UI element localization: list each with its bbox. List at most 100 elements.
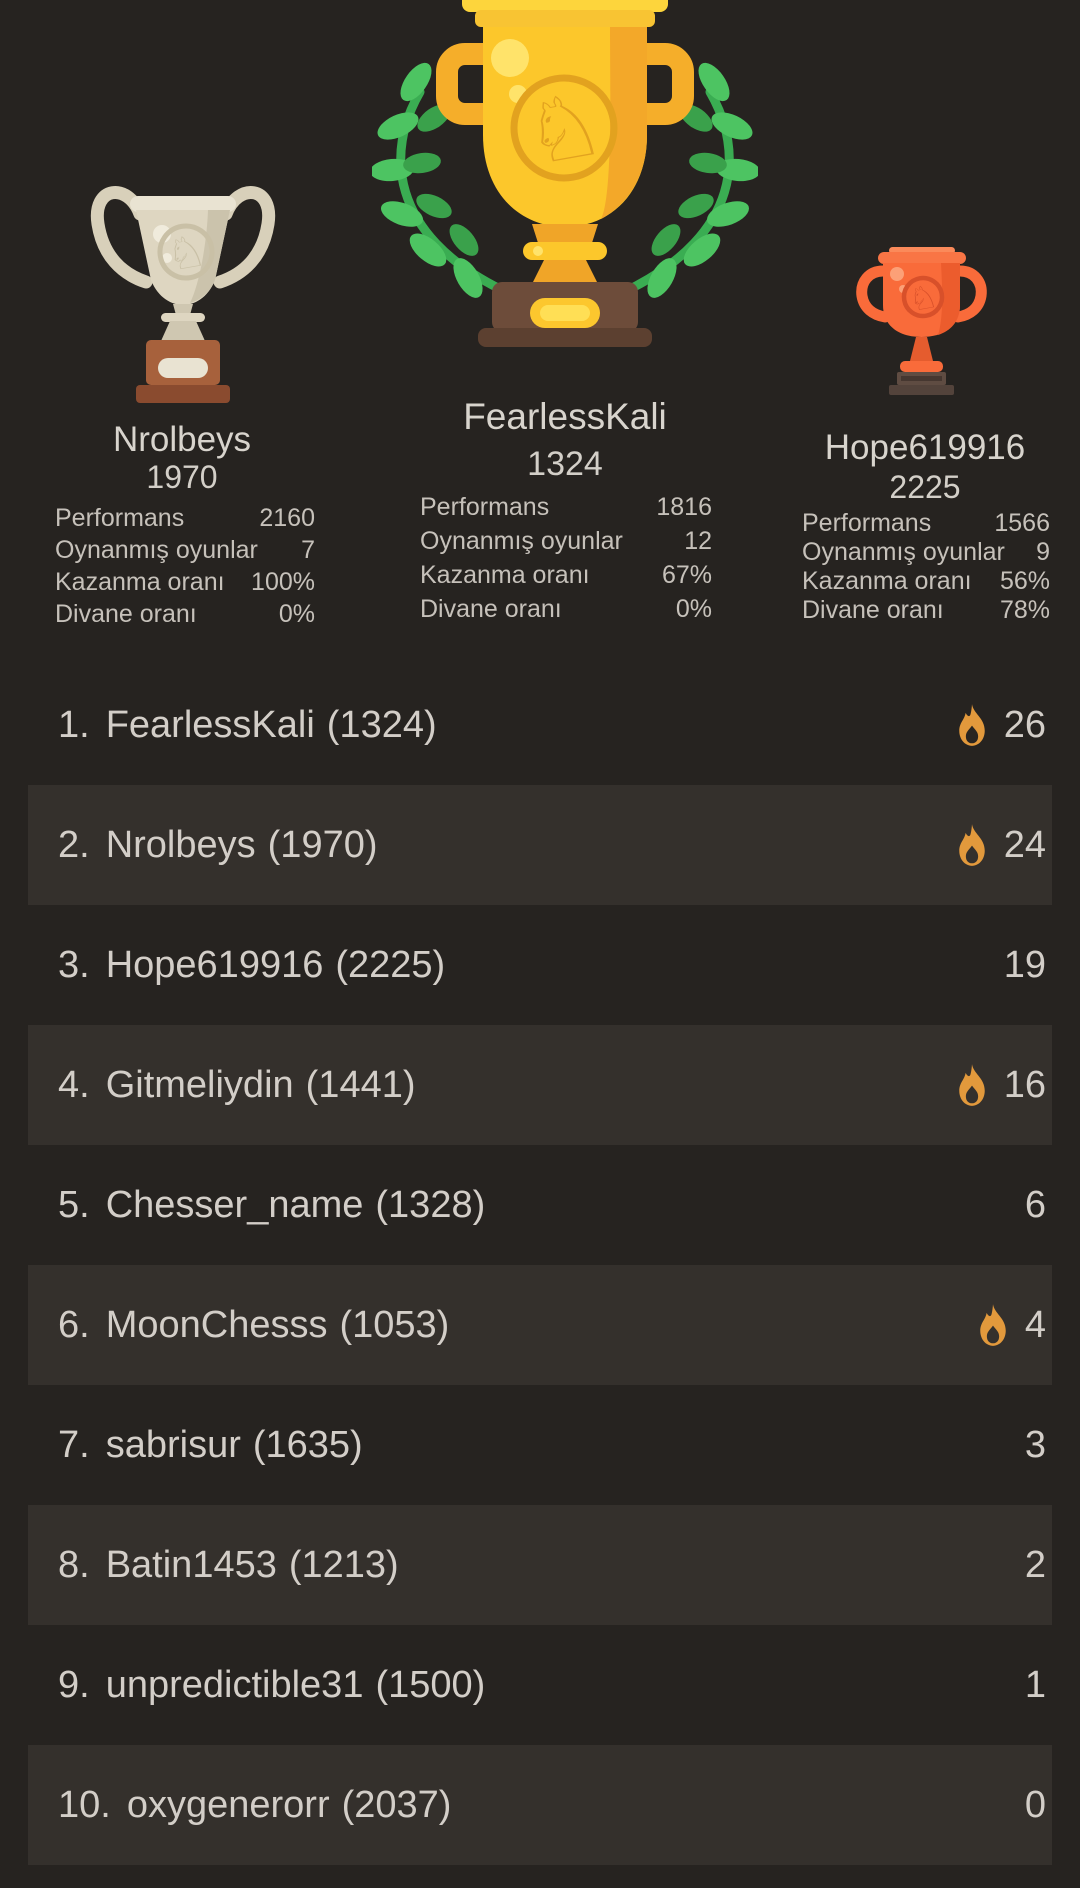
svg-text:♘: ♘: [906, 277, 941, 319]
player-name: Batin1453: [105, 1543, 277, 1586]
score-group: 2: [1025, 1544, 1046, 1587]
player-name: Hope619916: [105, 943, 324, 986]
score-group: 6: [1025, 1184, 1046, 1227]
podium-third-player-rating: 2225: [889, 469, 961, 505]
stat-label: Performans: [420, 493, 550, 521]
leaderboard-row-10[interactable]: 10. oxygenerorr (2037) 0: [28, 1745, 1052, 1865]
leaderboard-row-1[interactable]: 1. FearlessKali (1324) 26: [28, 665, 1052, 785]
player-score: 6: [1024, 1183, 1046, 1226]
stat-label: Divane oranı: [802, 596, 944, 624]
podium-first-stats: Performans 1816 Oynanmış oyunlar 12 Kaza…: [420, 490, 712, 626]
score-group: 19: [1004, 944, 1046, 987]
stat-label: Performans: [802, 509, 932, 537]
score-group: 16: [954, 1063, 1046, 1107]
bronze-trophy-icon: ♘: [856, 247, 987, 395]
player-name: Gitmeliydin: [105, 1063, 294, 1106]
player-rating: (1328): [375, 1183, 486, 1226]
podium-first-player-name[interactable]: FearlessKali: [463, 396, 667, 437]
svg-text:♘: ♘: [516, 71, 612, 186]
score-group: 0: [1025, 1784, 1046, 1827]
score-group: 24: [954, 823, 1046, 867]
stat-performance: Performans 1566: [802, 509, 1050, 538]
player-rank: 4.: [58, 1063, 90, 1106]
knight-emblem: ♘: [157, 223, 215, 282]
player-score: 2: [1024, 1543, 1046, 1586]
silver-trophy-icon: ♘: [90, 186, 276, 403]
player-score: 19: [1003, 943, 1046, 986]
svg-text:♘: ♘: [162, 225, 210, 282]
podium-second-player-name[interactable]: Nrolbeys: [112, 420, 252, 459]
knight-emblem: ♘: [510, 71, 618, 186]
stat-value: 9: [1036, 538, 1050, 566]
stat-value: 12: [684, 527, 712, 555]
player-rank: 5.: [58, 1183, 90, 1226]
knight-emblem: ♘: [901, 275, 945, 319]
player-rank: 6.: [58, 1303, 90, 1346]
podium-first-player-rating: 1324: [527, 445, 603, 483]
stat-berserk-rate: Divane oranı 0%: [55, 598, 315, 630]
stat-label: Divane oranı: [55, 600, 197, 628]
stat-value: 78%: [999, 596, 1050, 624]
stat-value: 56%: [999, 567, 1050, 595]
stat-label: Kazanma oranı: [802, 567, 972, 595]
leaderboard-row-2[interactable]: 2. Nrolbeys (1970) 24: [28, 785, 1052, 905]
stat-value: 1816: [656, 493, 712, 521]
leaderboard-row-9[interactable]: 9. unpredictible31 (1500) 1: [28, 1625, 1052, 1745]
player-name: sabrisur: [105, 1423, 241, 1466]
player-rating: (1213): [288, 1543, 399, 1586]
leaderboard-row-7[interactable]: 7. sabrisur (1635) 3: [28, 1385, 1052, 1505]
podium-second-player-rating: 1970: [146, 459, 218, 495]
laurel-branch-right: [625, 62, 758, 298]
player-score: 0: [1024, 1783, 1046, 1826]
stat-value: 100%: [251, 568, 315, 596]
leaderboard-row-3[interactable]: 3. Hope619916 (2225) 19: [28, 905, 1052, 1025]
stat-value: 1566: [994, 509, 1050, 537]
player-rating: (2225): [335, 943, 446, 986]
leaderboard-row-5[interactable]: 5. Chesser_name (1328) 6: [28, 1145, 1052, 1265]
player-score: 3: [1024, 1423, 1046, 1466]
podium-third-player-name[interactable]: Hope619916: [824, 428, 1026, 467]
player-name: MoonChesss: [105, 1303, 328, 1346]
player-score: 16: [1003, 1063, 1046, 1106]
score-group: 4: [975, 1303, 1046, 1347]
score-group: 26: [954, 703, 1046, 747]
player-rank: 9.: [58, 1663, 90, 1706]
player-name: FearlessKali: [105, 703, 315, 746]
player-rank: 1.: [58, 703, 90, 746]
stat-value: 2160: [259, 504, 315, 532]
podium-third-stats: Performans 1566 Oynanmış oyunlar 9 Kazan…: [802, 509, 1050, 625]
score-group: 3: [1025, 1424, 1046, 1467]
player-name: Nrolbeys: [105, 823, 256, 866]
leaderboard-row-4[interactable]: 4. Gitmeliydin (1441) 16: [28, 1025, 1052, 1145]
player-rating: (2037): [341, 1783, 452, 1826]
stat-value: 7: [301, 536, 315, 564]
player-score: 1: [1024, 1663, 1046, 1706]
streak-fire-icon: [958, 1064, 985, 1106]
stat-label: Kazanma oranı: [55, 568, 225, 596]
stat-games-played: Oynanmış oyunlar 7: [55, 534, 315, 566]
podium-second-stats: Performans 2160 Oynanmış oyunlar 7 Kazan…: [55, 502, 315, 630]
streak-fire-icon: [958, 824, 985, 866]
player-rank: 2.: [58, 823, 90, 866]
stat-label: Oynanmış oyunlar: [55, 536, 258, 564]
stat-performance: Performans 2160: [55, 502, 315, 534]
stat-label: Oynanmış oyunlar: [802, 538, 1005, 566]
stat-games-played: Oynanmış oyunlar 9: [802, 538, 1050, 567]
leaderboard-row-8[interactable]: 8. Batin1453 (1213) 2: [28, 1505, 1052, 1625]
leaderboard-row-6[interactable]: 6. MoonChesss (1053) 4: [28, 1265, 1052, 1385]
player-rating: (1500): [375, 1663, 486, 1706]
player-rating: (1441): [305, 1063, 416, 1106]
player-rank: 8.: [58, 1543, 90, 1586]
laurel-branch-left: [372, 62, 505, 298]
player-name: oxygenerorr: [126, 1783, 330, 1826]
player-rating: (1053): [339, 1303, 450, 1346]
player-rating: (1635): [252, 1423, 363, 1466]
stat-value: 0%: [278, 600, 315, 628]
player-rank: 3.: [58, 943, 90, 986]
player-name: unpredictible31: [105, 1663, 364, 1706]
player-name: Chesser_name: [105, 1183, 364, 1226]
stat-win-rate: Kazanma oranı 56%: [802, 567, 1050, 596]
stat-performance: Performans 1816: [420, 490, 712, 524]
stat-label: Divane oranı: [420, 595, 562, 623]
